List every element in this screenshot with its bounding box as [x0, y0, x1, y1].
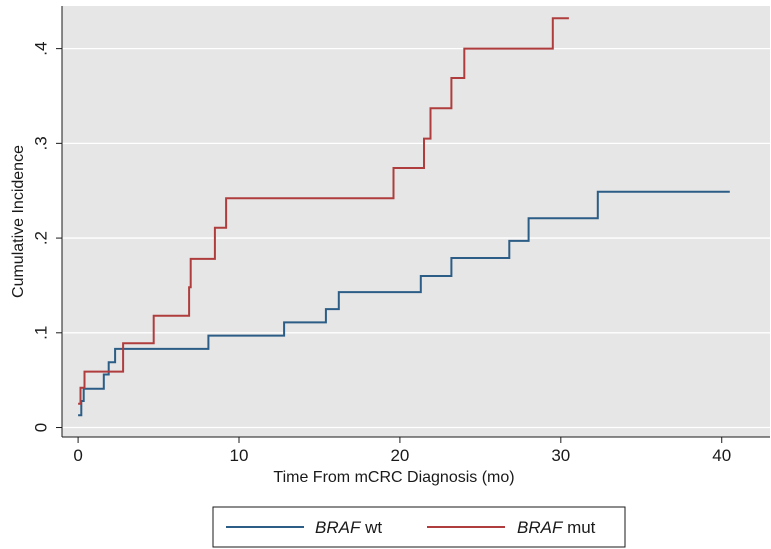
x-tick-label: 30 — [551, 446, 570, 465]
legend: BRAF wt BRAF mut — [212, 506, 626, 548]
gridlines — [62, 47, 770, 429]
legend-label-italic: BRAF — [315, 518, 362, 537]
series-line-braf-mut — [78, 17, 569, 405]
legend-label-0: BRAF wt — [315, 518, 382, 537]
y-axis-title: Cumulative Incidence — [10, 145, 27, 298]
x-tick-label: 10 — [230, 446, 249, 465]
legend-label-italic: BRAF — [517, 518, 564, 537]
legend-label-suffix: wt — [360, 518, 382, 537]
series-layer — [78, 17, 730, 417]
x-axis-title: Time From mCRC Diagnosis (mo) — [273, 469, 514, 486]
x-tick-label: 20 — [390, 446, 409, 465]
legend-label-suffix: mut — [562, 518, 595, 537]
series-line-braf-wt — [78, 190, 730, 417]
plot-area-background — [62, 6, 770, 437]
y-tick-label: .1 — [32, 326, 51, 340]
y-tick-label: 0 — [32, 423, 51, 432]
x-tick-label: 40 — [712, 446, 731, 465]
y-tick-label: .4 — [32, 42, 51, 56]
y-tick-label: .2 — [32, 231, 51, 245]
x-tick-label: 0 — [73, 446, 82, 465]
y-tick-label: .3 — [32, 136, 51, 150]
axes: 0 .1 .2 .3 .4 0 10 20 30 40 — [32, 6, 770, 465]
legend-label-1: BRAF mut — [517, 518, 596, 537]
